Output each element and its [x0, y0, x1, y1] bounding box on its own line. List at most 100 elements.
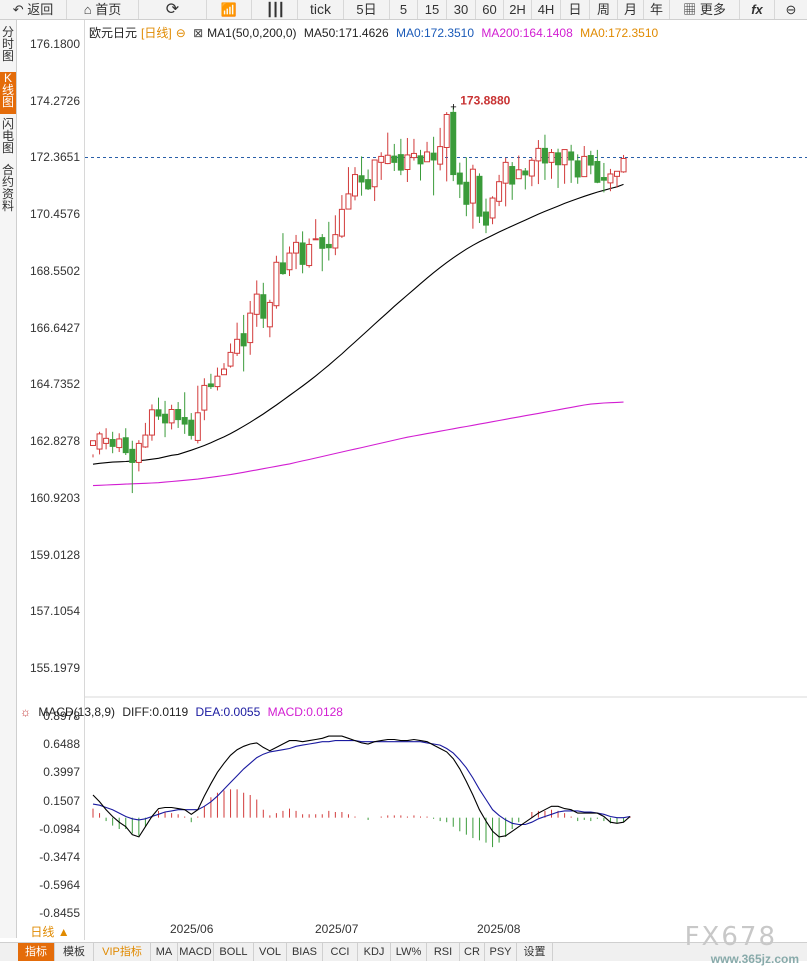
watermark-site: www.365jz.com — [710, 952, 799, 966]
indicator-tab-2[interactable]: VIP指标 — [94, 943, 151, 961]
grid-icon: ▦ — [683, 2, 697, 17]
candle — [306, 238, 313, 268]
indicator-tab-3[interactable]: MA — [151, 943, 178, 961]
minus-circle-icon: ⊖ — [785, 2, 797, 17]
y-tick-label: 170.4576 — [29, 207, 80, 222]
candle — [502, 157, 509, 207]
candle — [614, 170, 620, 188]
left-tab-3[interactable]: 合约资料 — [1, 163, 14, 213]
refresh-button[interactable]: ⟳ — [139, 0, 207, 19]
indicator-tab-12[interactable]: CR — [460, 943, 485, 961]
period-4H[interactable]: 4H — [532, 0, 561, 19]
candle — [548, 148, 555, 179]
candle — [299, 231, 306, 274]
macd-y-tick-label: 0.3997 — [43, 765, 80, 780]
indicator-tab-13[interactable]: PSY — [485, 943, 517, 961]
candle — [496, 174, 503, 207]
period-5[interactable]: 5 — [390, 0, 418, 19]
candle — [469, 164, 476, 229]
period-dropdown[interactable]: 日线 ▲ — [30, 925, 70, 939]
candle — [476, 173, 483, 224]
formula-button[interactable]: fx — [740, 0, 775, 19]
indicator-tab-9[interactable]: KDJ — [358, 943, 391, 961]
candlestick-button[interactable]: ┃┃┃ — [252, 0, 298, 19]
candle — [528, 157, 535, 187]
macd-y-tick-label: 0.6488 — [43, 737, 80, 752]
y-tick-label: 166.6427 — [29, 320, 80, 335]
indicator-toggle-icon[interactable]: ⊠ — [193, 26, 204, 40]
x-tick-label: 2025/07 — [315, 922, 359, 936]
candle — [443, 112, 450, 182]
candle — [384, 132, 391, 165]
ma50-value: MA50:171.4626 — [303, 26, 389, 40]
macd-y-tick-label: -0.3474 — [39, 850, 80, 865]
period-周[interactable]: 周 — [590, 0, 618, 19]
indicator-tab-8[interactable]: CCI — [323, 943, 358, 961]
chart-type-button[interactable]: 📶 — [207, 0, 252, 19]
period-日[interactable]: 日 — [561, 0, 590, 19]
candle — [365, 169, 372, 191]
candle — [424, 141, 431, 163]
period-15[interactable]: 15 — [418, 0, 447, 19]
back-arrow-icon: ↶ — [12, 2, 24, 17]
macd-y-tick-label: 0.8978 — [43, 708, 80, 723]
toolbar: ↶ 返回 ⌂ 首页 ⟳ 📶 ┃┃┃ tick 5日 5 15 30 60 2H 4H 日周月年… — [0, 0, 807, 20]
period-60[interactable]: 60 — [476, 0, 504, 19]
indicator-tab-4[interactable]: MACD — [178, 943, 214, 961]
period-2H[interactable]: 2H — [504, 0, 532, 19]
x-axis: 2025/06 2025/07 2025/08 — [85, 921, 807, 940]
ma0b-value: MA0:172.3510 — [580, 26, 659, 40]
left-tab-2[interactable]: 闪电图 — [1, 117, 14, 155]
candle — [535, 140, 542, 185]
indicator-tab-bar: 指标 模板 VIP指标 MA MACD BOLL VOL BIAS CCI KDJ LW% RSI CR… — [0, 942, 807, 961]
candle — [109, 431, 116, 454]
candle — [279, 233, 286, 275]
ma0-value: MA0:172.3510 — [395, 26, 475, 40]
period-label[interactable]: [日线] — [141, 26, 172, 40]
period-月[interactable]: 月 — [618, 0, 644, 19]
macd-chart[interactable] — [85, 702, 807, 922]
indicator-tab-10[interactable]: LW% — [391, 943, 427, 961]
home-icon: ⌂ — [83, 2, 92, 17]
candle — [260, 282, 267, 329]
back-button[interactable]: ↶ 返回 — [0, 0, 67, 19]
candle — [162, 400, 169, 438]
period-30[interactable]: 30 — [447, 0, 476, 19]
candle — [594, 149, 601, 184]
more-button[interactable]: ▦ 更多 — [670, 0, 740, 19]
tick-button[interactable]: tick — [298, 0, 344, 19]
candlestick-chart[interactable]: +173.8880 — [85, 20, 807, 698]
x-tick-label: 2025/08 — [477, 922, 521, 936]
fx-icon: fx — [751, 2, 763, 17]
collapse-icon[interactable]: ⊖ — [175, 26, 186, 40]
candle — [194, 385, 201, 444]
minimize-button[interactable]: ⊖ — [775, 0, 807, 19]
candle — [338, 195, 345, 238]
left-tab-0[interactable]: 分时图 — [1, 25, 14, 63]
indicator-tab-0[interactable]: 指标 — [18, 943, 55, 961]
macd-y-tick-label: -0.0984 — [39, 821, 80, 836]
period-年[interactable]: 年 — [644, 0, 670, 19]
candle — [437, 127, 444, 171]
candle — [391, 143, 398, 171]
period-5日[interactable]: 5日 — [344, 0, 390, 19]
candle — [240, 314, 247, 372]
candle — [561, 149, 568, 184]
indicator-tab-7[interactable]: BIAS — [287, 943, 323, 961]
indicator-tab-14[interactable]: 设置 — [517, 943, 553, 961]
indicator-tab-5[interactable]: BOLL — [214, 943, 254, 961]
indicator-tab-6[interactable]: VOL — [254, 943, 287, 961]
settings-sun-icon[interactable]: ☼ — [20, 705, 31, 719]
symbol-name: 欧元日元 — [89, 26, 138, 40]
candle — [175, 402, 182, 428]
candle — [188, 413, 195, 440]
candle — [515, 155, 522, 180]
indicator-tab-11[interactable]: RSI — [427, 943, 460, 961]
home-button[interactable]: ⌂ 首页 — [67, 0, 139, 19]
y-tick-label: 160.9203 — [29, 490, 80, 505]
candle — [456, 162, 463, 199]
candle — [430, 136, 437, 196]
candle — [378, 152, 385, 180]
indicator-tab-1[interactable]: 模板 — [55, 943, 94, 961]
